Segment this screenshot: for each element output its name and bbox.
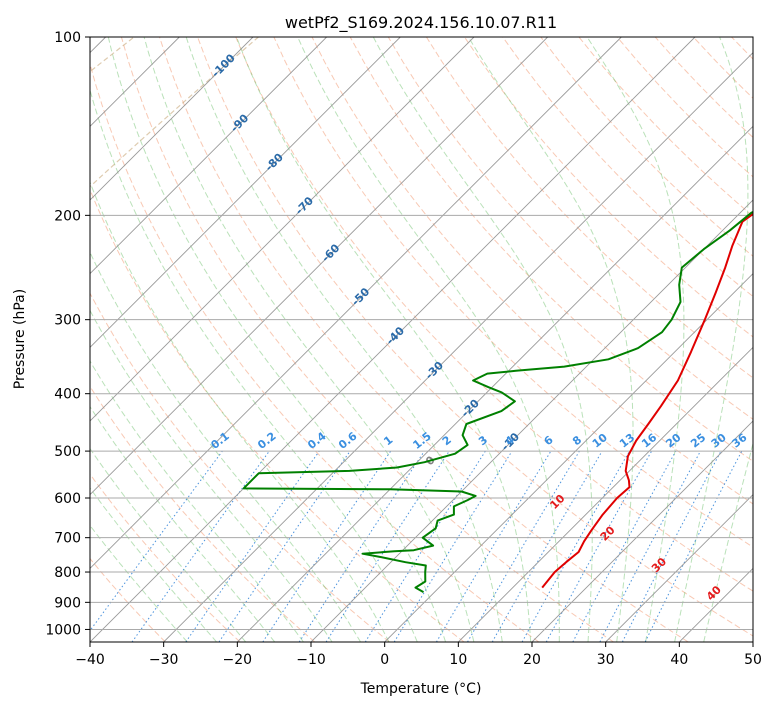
dewpoint-profile-line (242, 210, 753, 593)
x-tick-label: 10 (449, 652, 467, 668)
mixing-ratio-line (131, 450, 270, 642)
isotherm-line (458, 346, 753, 642)
isotherm-line (90, 37, 548, 496)
y-tick-label: 1000 (45, 622, 81, 638)
mixing-ratio-line (325, 450, 450, 642)
dry-adiabat-line (159, 37, 689, 642)
x-tick-label: 0 (380, 652, 389, 668)
y-tick-label: 900 (54, 595, 81, 611)
x-tick-label: −10 (296, 652, 326, 668)
isotherm-line (384, 273, 753, 642)
mixing-ratio-line (90, 450, 223, 632)
moist-adiabat-line (90, 180, 390, 642)
dry-adiabat-line (90, 188, 465, 642)
dry-adiabat-line (235, 37, 753, 592)
mixing-ratio-line (298, 450, 425, 642)
mixing-ratio-line (185, 450, 320, 642)
dry-adiabat-line (90, 385, 316, 642)
moist-adiabat-line (90, 251, 362, 642)
dry-adiabat-line (90, 473, 241, 642)
grid-lines (90, 37, 753, 642)
x-tick-label: −40 (75, 652, 105, 668)
chart-title: wetPf2_S169.2024.156.10.07.R11 (285, 13, 557, 33)
isotherm-line (90, 37, 475, 422)
moist-adiabat-line (467, 37, 634, 642)
isotherm-line (90, 37, 401, 348)
moist-adiabat-line (674, 37, 749, 642)
x-tick-label: 30 (597, 652, 615, 668)
isotherm-line (237, 125, 753, 642)
moist-adiabat-line (586, 37, 685, 642)
x-tick-label: −20 (223, 652, 253, 668)
isotherm-line (310, 199, 753, 642)
isotherm-line (90, 37, 254, 201)
y-tick-label: 400 (54, 387, 81, 403)
y-tick-label: 200 (54, 208, 81, 224)
moist-adiabat-line (90, 309, 333, 642)
dry-adiabat-line (387, 37, 753, 420)
isotherm-line (605, 494, 753, 642)
x-axis-ticks: −40 −30 −20 −10 0 10 20 30 40 50 (75, 642, 762, 668)
isotherm-line (90, 37, 327, 275)
moist-adiabat-line (90, 88, 418, 642)
y-tick-label: 800 (54, 565, 81, 581)
moist-adiabat-line (236, 37, 532, 642)
moist-adiabat-line (90, 405, 276, 642)
y-tick-label: 700 (54, 531, 81, 547)
mixing-ratio-line (393, 450, 513, 642)
isotherm-line (90, 37, 622, 569)
y-tick-label: 100 (54, 30, 81, 46)
isotherm-line (163, 52, 753, 642)
mixing-ratio-line (262, 450, 392, 642)
dry-adiabat-line (120, 37, 614, 642)
sounding-series (242, 210, 753, 593)
dry-adiabat-line (273, 37, 753, 548)
plot-frame (89, 36, 754, 643)
x-axis-title: Temperature (°C) (360, 681, 482, 697)
x-tick-label: 50 (744, 652, 762, 668)
x-tick-label: 40 (670, 652, 688, 668)
moist-adiabat-line (90, 360, 304, 642)
moist-adiabat-line (372, 37, 593, 642)
mixing-ratio-line (545, 450, 653, 642)
moist-adiabat-line (703, 441, 753, 642)
moist-adiabat-line (143, 37, 475, 642)
dry-adiabat-line (349, 37, 753, 462)
mixing-ratio-line (644, 450, 743, 642)
mixing-ratio-line (218, 450, 351, 642)
x-tick-label: −30 (149, 652, 179, 668)
dry-adiabat-line (90, 292, 390, 642)
y-axis-title: Pressure (hPa) (12, 289, 28, 389)
moist-adiabat-line (185, 37, 503, 642)
dry-adiabat-line (90, 62, 540, 642)
isotherm-line (531, 420, 753, 642)
dry-adiabat-line (311, 37, 753, 505)
dry-adiabat-line (502, 37, 753, 298)
dry-adiabat-line (464, 37, 753, 338)
y-tick-label: 600 (54, 491, 81, 507)
y-tick-label: 300 (54, 313, 81, 329)
isotherm-line (90, 37, 696, 642)
y-tick-label: 500 (54, 444, 81, 460)
dry-adiabat-line (90, 557, 166, 642)
mixing-ratio-line (572, 450, 677, 642)
y-axis-ticks: 100 200 300 400 500 600 700 800 900 1000 (45, 30, 90, 638)
x-tick-label: 20 (523, 652, 541, 668)
temperature-profile-line (541, 212, 753, 589)
moist-adiabat-line (107, 37, 447, 642)
moist-adiabat-line (297, 37, 560, 642)
